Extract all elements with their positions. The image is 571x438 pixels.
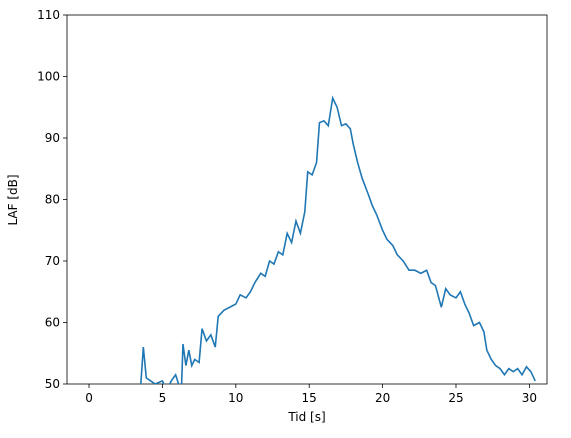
y-tick-label: 50 xyxy=(45,377,60,391)
y-tick-label: 80 xyxy=(45,193,60,207)
y-tick-label: 90 xyxy=(45,131,60,145)
plot-frame xyxy=(66,14,548,385)
x-tick-label: 15 xyxy=(302,391,317,405)
x-tick-label: 30 xyxy=(522,391,537,405)
x-tick-label: 25 xyxy=(448,391,463,405)
data-line xyxy=(140,95,536,384)
x-tick-label: 10 xyxy=(228,391,243,405)
y-tick-label: 100 xyxy=(37,70,60,84)
y-tick-label: 110 xyxy=(37,8,60,22)
y-axis-label: LAF [dB] xyxy=(6,174,20,225)
x-tick-label: 0 xyxy=(85,391,93,405)
x-tick-label: 5 xyxy=(159,391,167,405)
y-tick-label: 60 xyxy=(45,316,60,330)
x-axis-label: Tid [s] xyxy=(287,410,325,424)
y-tick-label: 70 xyxy=(45,254,60,268)
x-tick-label: 20 xyxy=(375,391,390,405)
